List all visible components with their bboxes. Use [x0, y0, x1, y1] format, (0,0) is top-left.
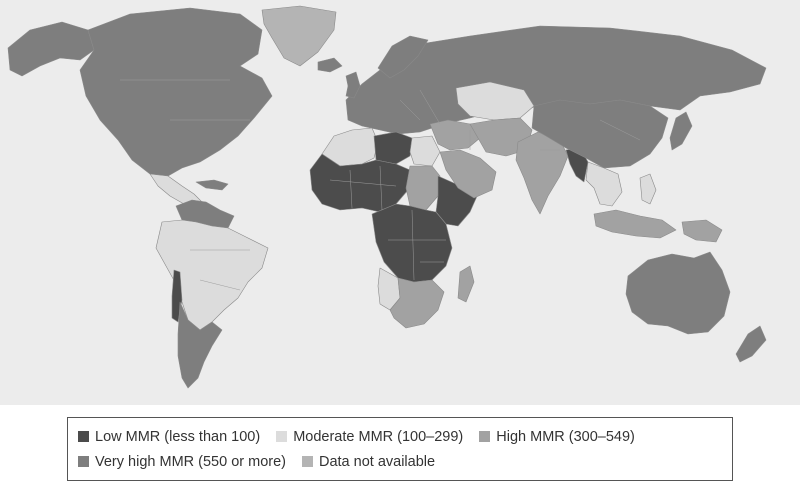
- region-caribbean: [195, 179, 229, 191]
- legend-row-1: Low MMR (less than 100) Moderate MMR (10…: [78, 424, 722, 449]
- legend-item-low: Low MMR (less than 100): [78, 429, 260, 445]
- region-scandinavia: [377, 35, 429, 79]
- legend-label-na: Data not available: [318, 453, 436, 470]
- region-madagascar: [457, 265, 475, 303]
- region-arabia: [439, 149, 497, 199]
- region-new-guinea: [681, 219, 723, 243]
- region-central-east-africa: [371, 203, 453, 283]
- legend-item-moderate: Moderate MMR (100–299): [276, 429, 463, 445]
- legend-item-high: High MMR (300–549): [479, 429, 635, 445]
- region-philippines: [639, 173, 657, 205]
- region-middle-east: [429, 119, 481, 151]
- region-north-america: [79, 7, 273, 177]
- region-southern-cone: [177, 301, 223, 389]
- legend-item-na: Data not available: [301, 453, 436, 470]
- region-sudan: [405, 165, 441, 211]
- legend-swatch-na: [301, 456, 313, 467]
- legend-item-very-high: Very high MMR (550 or more): [78, 454, 286, 470]
- region-new-zealand: [735, 325, 767, 363]
- region-uk-ireland: [345, 71, 361, 99]
- legend-swatch-low: [78, 431, 89, 442]
- legend-label-moderate: Moderate MMR (100–299): [293, 428, 464, 445]
- world-map: [0, 0, 800, 405]
- legend-swatch-high: [479, 431, 491, 442]
- legend-swatch-very-high: [78, 456, 89, 467]
- legend-label-very-high: Very high MMR (550 or more): [95, 453, 286, 470]
- legend-label-high: High MMR (300–549): [496, 428, 635, 445]
- region-china-mongolia: [531, 99, 669, 169]
- region-southeast-asia-mainland: [585, 161, 623, 207]
- region-southern-africa: [389, 277, 445, 329]
- legend-label-low: Low MMR (less than 100): [95, 428, 261, 445]
- map-legend: Low MMR (less than 100) Moderate MMR (10…: [67, 417, 733, 481]
- border-lines: [120, 79, 641, 291]
- legend-swatch-moderate: [276, 431, 288, 442]
- region-japan: [669, 111, 693, 151]
- region-europe-russia: [345, 25, 767, 135]
- legend-row-2: Very high MMR (550 or more) Data not ava…: [78, 449, 722, 474]
- world-map-svg: [7, 5, 767, 389]
- region-alaska: [7, 21, 95, 77]
- region-australia: [625, 251, 731, 335]
- region-indonesia: [593, 209, 677, 239]
- region-greenland: [261, 5, 337, 67]
- region-iceland: [317, 57, 343, 73]
